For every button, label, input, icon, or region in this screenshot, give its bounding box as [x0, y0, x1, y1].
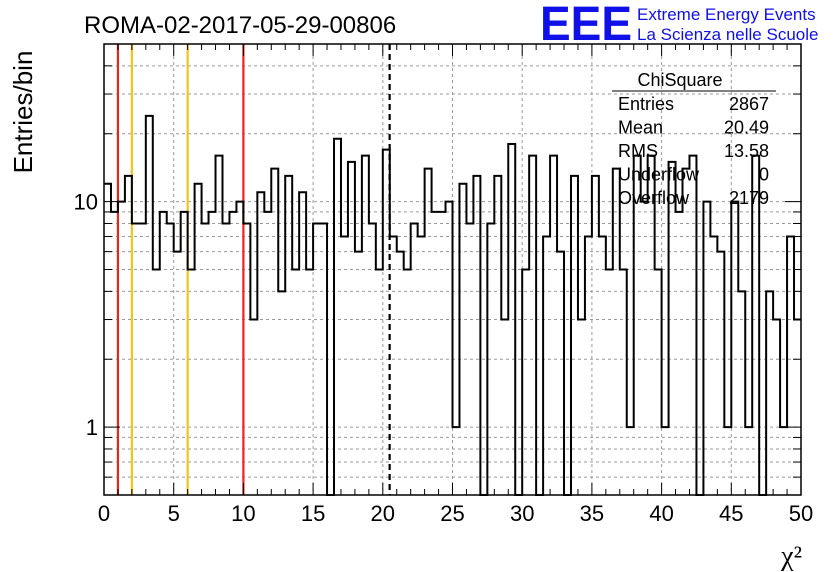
stat-value: 0 — [759, 165, 769, 185]
stat-value: 2179 — [729, 188, 769, 208]
y-axis-label: Entries/bin — [8, 51, 38, 174]
logo-mark: EEE — [540, 0, 632, 51]
y-tick-label: 10 — [74, 190, 98, 215]
histogram-series — [104, 114, 801, 496]
x-tick-label: 45 — [719, 501, 743, 526]
x-tick-label: 20 — [371, 501, 395, 526]
stat-label: Mean — [618, 118, 663, 138]
y-tick-labels: 1 10 — [74, 190, 98, 441]
x-tick-label: 50 — [789, 501, 813, 526]
x-tick-label: 30 — [510, 501, 534, 526]
stat-label: Entries — [618, 94, 674, 114]
x-tick-label: 15 — [301, 501, 325, 526]
x-tick-label: 25 — [440, 501, 464, 526]
stat-label: RMS — [618, 141, 658, 161]
chart-title: ROMA-02-2017-05-29-00806 — [84, 12, 396, 39]
stats-box: ChiSquare Entries 2867 Mean 20.49 RMS 13.58 Un… — [612, 70, 776, 208]
stat-label: Underflow — [618, 165, 700, 185]
stat-value: 20.49 — [724, 118, 769, 138]
x-axis-label: χ² — [780, 541, 802, 572]
x-tick-label: 10 — [231, 501, 255, 526]
x-tick-label: 35 — [580, 501, 604, 526]
stats-title: ChiSquare — [637, 70, 722, 90]
stat-value: 13.58 — [724, 141, 769, 161]
x-tick-label: 0 — [98, 501, 110, 526]
eee-logo: EEE Extreme Energy Events La Scienza nel… — [540, 0, 818, 51]
x-tick-labels: 0 5 10 15 20 25 30 35 40 45 50 — [98, 501, 813, 526]
x-tick-label: 5 — [168, 501, 180, 526]
stat-value: 2867 — [729, 94, 769, 114]
x-tick-label: 40 — [649, 501, 673, 526]
axis-ticks — [103, 44, 802, 495]
stat-label: Overflow — [618, 188, 690, 208]
logo-line-2: La Scienza nelle Scuole — [637, 25, 818, 44]
y-tick-label: 1 — [86, 415, 98, 440]
logo-line-1: Extreme Energy Events — [637, 5, 816, 24]
